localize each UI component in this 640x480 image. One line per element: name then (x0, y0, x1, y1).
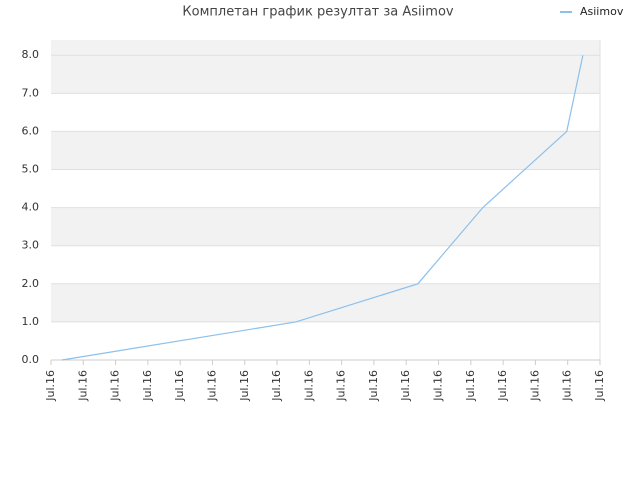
y-tick-label: 5.0 (22, 163, 40, 176)
x-tick-label: Jul.16 (44, 370, 57, 402)
x-tick-label: Jul.16 (399, 370, 412, 402)
y-tick-label: 4.0 (22, 201, 40, 214)
y-tick-label: 3.0 (22, 239, 40, 252)
y-tick-label: 6.0 (22, 124, 40, 137)
y-tick-label: 7.0 (22, 86, 40, 99)
y-tick-label: 2.0 (22, 277, 40, 290)
x-tick-label: Jul.16 (432, 370, 445, 402)
grid-band (51, 55, 600, 94)
x-tick-label: Jul.16 (270, 370, 283, 402)
x-tick-label: Jul.16 (76, 370, 89, 402)
y-tick-label: 8.0 (22, 48, 40, 61)
y-tick-label: 0.0 (22, 353, 40, 366)
x-tick-label: Jul.16 (141, 370, 154, 402)
x-tick-label: Jul.16 (496, 370, 509, 402)
x-tick-label: Jul.16 (302, 370, 315, 402)
grid-band (51, 40, 600, 56)
legend-label: Asiimov (580, 5, 624, 18)
x-tick-label: Jul.16 (109, 370, 122, 402)
x-tick-label: Jul.16 (205, 370, 218, 402)
x-tick-label: Jul.16 (238, 370, 251, 402)
chart-title: Комплетан график резултат за Asiimov (182, 5, 453, 20)
x-tick-label: Jul.16 (593, 370, 606, 402)
y-tick-label: 1.0 (22, 315, 40, 328)
series-line (61, 55, 584, 361)
x-tick-label: Jul.16 (528, 370, 541, 402)
grid-band (51, 131, 600, 170)
plot-area (51, 40, 601, 361)
x-tick-label: Jul.16 (173, 370, 186, 402)
grid-band (51, 283, 600, 322)
x-tick-label: Jul.16 (367, 370, 380, 402)
x-tick-label: Jul.16 (464, 370, 477, 402)
grid-band (51, 207, 600, 246)
x-tick-label: Jul.16 (561, 370, 574, 402)
x-tick-label: Jul.16 (335, 370, 348, 402)
